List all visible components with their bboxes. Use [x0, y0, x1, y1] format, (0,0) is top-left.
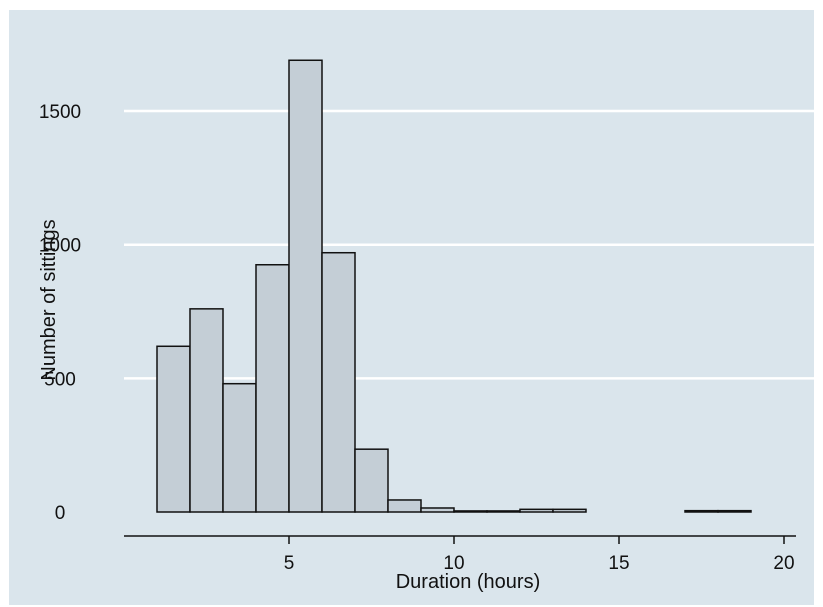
histogram-bar [321, 251, 356, 513]
histogram-bar [519, 508, 554, 513]
x-tick-label: 15 [608, 553, 629, 574]
histogram-bar [189, 308, 224, 513]
histogram-bar [684, 509, 719, 513]
plot-background [9, 10, 814, 605]
x-tick-label: 20 [773, 553, 794, 574]
histogram-bar [717, 509, 752, 513]
y-tick-labels: 0 500 1000 1500 [39, 102, 81, 524]
y-tick-label: 1000 [39, 236, 81, 257]
histogram-bar [156, 345, 191, 513]
histogram-bar [453, 510, 488, 513]
gridlines [124, 109, 814, 380]
y-axis-title: Number of sittings [38, 219, 60, 380]
x-ticks: 5 10 15 20 [284, 536, 795, 574]
x-axis-title: Duration (hours) [396, 571, 541, 593]
histogram-bar [222, 382, 257, 513]
histogram-bar [255, 263, 290, 513]
histogram-bar [354, 448, 389, 513]
histogram-bar [552, 508, 587, 513]
y-tick-label: 500 [44, 369, 76, 390]
histogram-bar [486, 510, 521, 513]
histogram-bar [288, 59, 323, 513]
y-tick-label: 1500 [39, 102, 81, 123]
histogram-bar [387, 499, 422, 513]
y-tick-label: 0 [55, 503, 66, 524]
histogram-bar [420, 507, 455, 513]
histogram-bars [156, 59, 752, 513]
x-tick-label: 5 [284, 553, 295, 574]
x-tick-label: 10 [443, 553, 464, 574]
